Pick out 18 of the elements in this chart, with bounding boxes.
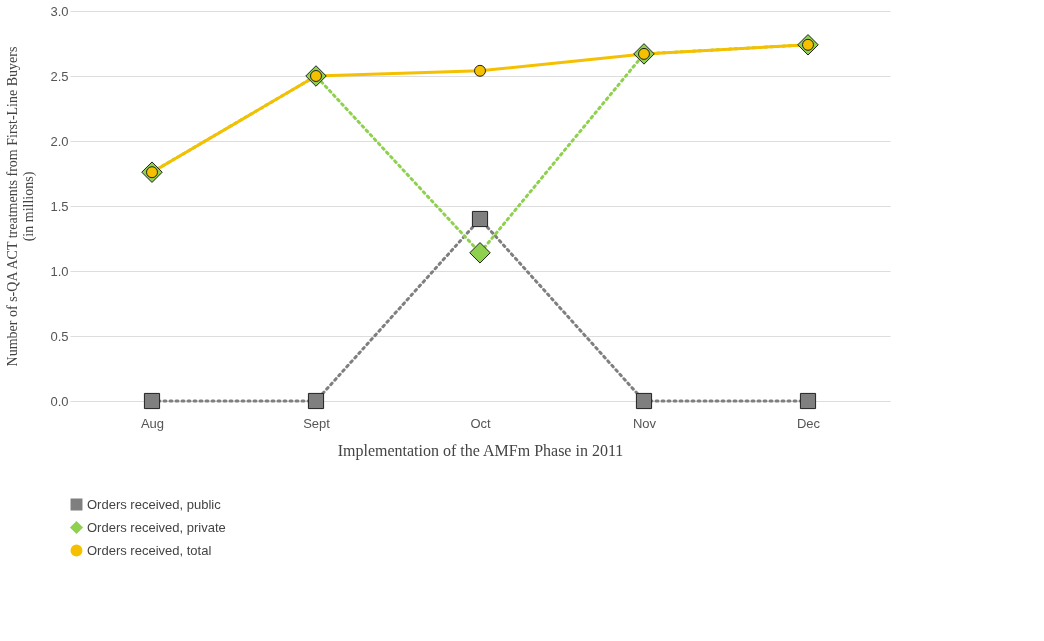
- legend-label: Orders received, total: [87, 542, 212, 558]
- legend-label: Orders received, public: [87, 496, 222, 512]
- x-tick-label: Nov: [632, 415, 657, 431]
- y-tick-label: 1.5: [50, 198, 69, 214]
- text: (in millions): [21, 171, 37, 242]
- y-tick-label: 3.0: [50, 3, 69, 19]
- y-tick-label: 0.5: [50, 328, 69, 344]
- legend-label: Orders received, private: [87, 519, 226, 535]
- text: Number of s-QA ACT treatments from First-Line Buyers: [5, 46, 21, 367]
- y-tick-label: 1.0: [50, 263, 69, 279]
- x-tick-label: Dec: [796, 415, 821, 431]
- x-tick-label: Oct: [470, 415, 491, 431]
- x-axis-title: Implementation of the AMFm Phase in 2011: [337, 441, 624, 460]
- y-tick-label: 2.0: [50, 133, 69, 149]
- x-tick-label: Aug: [140, 415, 165, 431]
- y-tick-label: 0.0: [50, 393, 69, 409]
- x-tick-label: Sept: [303, 415, 331, 431]
- y-tick-label: 2.5: [50, 68, 69, 84]
